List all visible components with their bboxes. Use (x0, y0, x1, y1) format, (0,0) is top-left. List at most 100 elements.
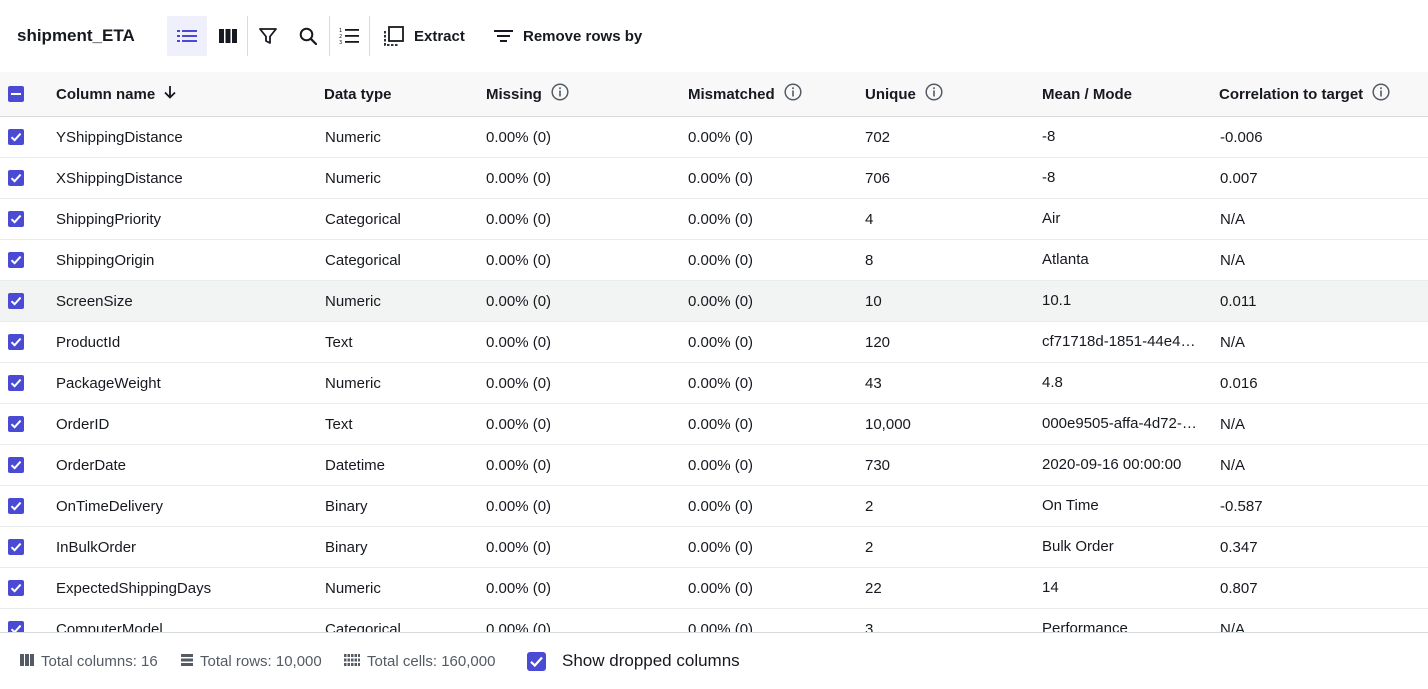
row-checkbox[interactable] (8, 170, 24, 186)
header-mean-mode[interactable]: Mean / Mode (1042, 72, 1132, 116)
row-checkbox[interactable] (8, 621, 24, 632)
table-row[interactable]: PackageWeight Numeric 0.00% (0) 0.00% (0) 43… (0, 363, 1428, 404)
table-row[interactable]: OnTimeDelivery Binary 0.00% (0) 0.00% (0) 2 O… (0, 486, 1428, 527)
cell-unique: 43 (865, 374, 882, 392)
row-checkbox[interactable] (8, 457, 24, 473)
sort-arrow-down-icon (164, 85, 176, 103)
header-correlation[interactable]: Correlation to target (1219, 72, 1390, 116)
svg-text:1: 1 (339, 28, 342, 34)
row-checkbox[interactable] (8, 580, 24, 596)
cell-column-name: XShippingDistance (56, 169, 183, 187)
cell-correlation: N/A (1220, 333, 1246, 351)
cell-mismatched: 0.00% (0) (688, 333, 754, 351)
table-row[interactable]: ScreenSize Numeric 0.00% (0) 0.00% (0) 10 10.… (0, 281, 1428, 322)
info-icon[interactable] (551, 83, 569, 105)
cell-correlation: -0.006 (1220, 128, 1263, 146)
table-row[interactable]: ProductId Text 0.00% (0) 0.00% (0) 120 cf7171… (0, 322, 1428, 363)
row-checkbox[interactable] (8, 539, 24, 555)
filter-button[interactable] (250, 16, 286, 56)
cell-data-type: Datetime (325, 456, 386, 474)
cell-column-name: OrderID (56, 415, 110, 433)
info-icon[interactable] (1372, 83, 1390, 105)
cell-mismatched: 0.00% (0) (688, 210, 754, 228)
cell-column-name: PackageWeight (56, 374, 161, 392)
table-row[interactable]: OrderDate Datetime 0.00% (0) 0.00% (0) 730 20… (0, 445, 1428, 486)
cell-mean-mode: 14 (1042, 579, 1059, 596)
row-checkbox[interactable] (8, 129, 24, 145)
table-row[interactable]: ComputerModel Categorical 0.00% (0) 0.00% (… (0, 609, 1428, 632)
cell-mismatched: 0.00% (0) (688, 128, 754, 146)
numbered-list-button[interactable]: 1 2 3 (332, 16, 366, 56)
table-row[interactable]: InBulkOrder Binary 0.00% (0) 0.00% (0) 2 Bulk… (0, 527, 1428, 568)
row-checkbox[interactable] (8, 211, 24, 227)
cell-mismatched: 0.00% (0) (688, 374, 754, 392)
list-view-button[interactable] (167, 16, 207, 56)
table-row[interactable]: ShippingOrigin Categorical 0.00% (0) 0.00% … (0, 240, 1428, 281)
cell-missing: 0.00% (0) (486, 333, 552, 351)
column-view-button[interactable] (208, 16, 248, 56)
cell-correlation: N/A (1220, 620, 1246, 633)
cell-data-type: Categorical (325, 251, 401, 269)
table-row[interactable]: OrderID Text 0.00% (0) 0.00% (0) 10,000 000e9… (0, 404, 1428, 445)
header-column-name[interactable]: Column name (56, 72, 176, 116)
rows-icon (181, 653, 200, 670)
header-missing[interactable]: Missing (486, 72, 569, 116)
remove-rows-button[interactable]: Remove rows by (494, 16, 642, 56)
header-missing-label: Missing (486, 85, 542, 103)
cell-mean-mode: Performance (1042, 620, 1128, 632)
toolbar-divider (369, 16, 370, 56)
numbered-list-icon: 1 2 3 (339, 27, 359, 45)
table-row[interactable]: XShippingDistance Numeric 0.00% (0) 0.00% (… (0, 158, 1428, 199)
row-checkbox[interactable] (8, 252, 24, 268)
cell-unique: 4 (865, 210, 874, 228)
svg-text:3: 3 (339, 40, 342, 45)
extract-label: Extract (414, 27, 465, 45)
info-icon[interactable] (784, 83, 802, 105)
show-dropped-columns-toggle[interactable]: Show dropped columns (527, 633, 740, 689)
info-icon[interactable] (925, 83, 943, 105)
table-row[interactable]: ShippingPriority Categorical 0.00% (0) 0.00… (0, 199, 1428, 240)
show-dropped-checkbox[interactable] (527, 651, 546, 671)
toolbar: shipment_ETA (0, 0, 1428, 73)
row-checkbox[interactable] (8, 334, 24, 350)
extract-button[interactable]: Extract (384, 16, 465, 56)
row-checkbox[interactable] (8, 375, 24, 391)
header-data-type[interactable]: Data type (324, 72, 392, 116)
cell-missing: 0.00% (0) (486, 128, 552, 146)
header-mismatched[interactable]: Mismatched (688, 72, 802, 116)
cell-missing: 0.00% (0) (486, 210, 552, 228)
cell-column-name: ProductId (56, 333, 121, 351)
cell-mean-mode: Atlanta (1042, 251, 1089, 268)
cell-mean-mode: 4.8 (1042, 374, 1063, 391)
total-rows-stat: Total rows: 10,000 (181, 633, 322, 689)
cell-missing: 0.00% (0) (486, 497, 552, 515)
table-row[interactable]: YShippingDistance Numeric 0.00% (0) 0.00% (… (0, 117, 1428, 158)
cell-mean-mode: 000e9505-affa-4d72-… (1042, 415, 1197, 432)
cell-unique: 10 (865, 292, 882, 310)
cell-missing: 0.00% (0) (486, 620, 552, 633)
select-all-checkbox[interactable] (8, 86, 24, 102)
header-unique[interactable]: Unique (865, 72, 943, 116)
cell-mean-mode: -8 (1042, 128, 1056, 145)
cell-mean-mode: Air (1042, 210, 1061, 227)
header-column-name-label: Column name (56, 85, 156, 103)
table-row[interactable]: ExpectedShippingDays Numeric 0.00% (0) 0.00… (0, 568, 1428, 609)
row-checkbox[interactable] (8, 416, 24, 432)
cell-mismatched: 0.00% (0) (688, 620, 754, 633)
search-button[interactable] (290, 16, 326, 56)
cell-missing: 0.00% (0) (486, 251, 552, 269)
cell-correlation: N/A (1220, 456, 1246, 474)
list-view-icon (177, 28, 197, 44)
row-checkbox[interactable] (8, 498, 24, 514)
cell-mean-mode: Bulk Order (1042, 538, 1114, 555)
header-data-type-label: Data type (324, 85, 392, 103)
table-body: YShippingDistance Numeric 0.00% (0) 0.00% (… (0, 117, 1428, 632)
cell-mean-mode: cf71718d-1851-44e4… (1042, 333, 1196, 350)
cell-correlation: N/A (1220, 415, 1246, 433)
cell-unique: 702 (865, 128, 891, 146)
cell-column-name: ShippingPriority (56, 210, 162, 228)
row-checkbox[interactable] (8, 293, 24, 309)
cell-mismatched: 0.00% (0) (688, 456, 754, 474)
cell-data-type: Text (325, 333, 353, 351)
cell-unique: 8 (865, 251, 874, 269)
